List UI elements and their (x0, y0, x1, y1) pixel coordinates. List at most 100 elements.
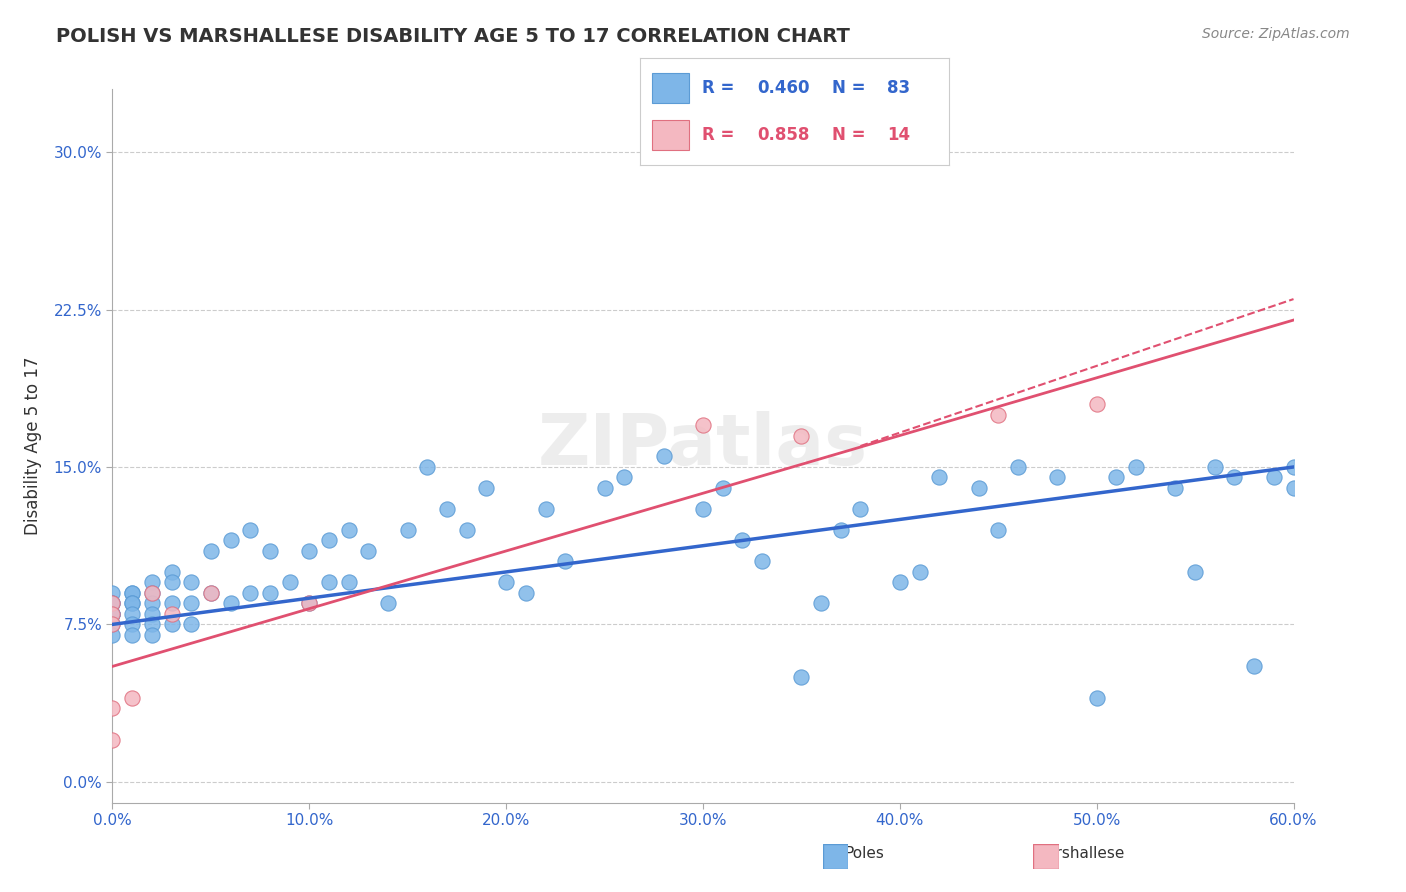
Point (337, 575, 360, 590)
Point (928, 470, 950, 484)
Point (1243, 659, 1265, 673)
Bar (652, 120, 689, 150)
Point (141, 586, 163, 600)
Point (692, 417, 714, 432)
Point (318, 533, 340, 548)
Point (731, 533, 754, 548)
Text: Marshallese: Marshallese (1033, 846, 1125, 861)
Point (1282, 460, 1305, 475)
Point (160, 575, 183, 590)
Point (278, 575, 301, 590)
Point (475, 481, 498, 495)
Point (987, 523, 1010, 537)
Point (121, 586, 143, 600)
Text: 0.858: 0.858 (758, 126, 810, 144)
Point (534, 502, 557, 516)
Point (692, 502, 714, 516)
Point (101, 607, 124, 621)
Point (456, 523, 478, 537)
Point (515, 586, 537, 600)
Point (141, 607, 163, 621)
Point (908, 565, 931, 579)
Point (141, 575, 163, 590)
Point (318, 575, 340, 590)
Point (613, 470, 636, 484)
Y-axis label: Disability Age 5 to 17: Disability Age 5 to 17 (24, 357, 42, 535)
Point (101, 596, 124, 610)
Point (200, 544, 222, 558)
Bar (652, 73, 689, 103)
Point (101, 732, 124, 747)
Point (200, 586, 222, 600)
Point (160, 607, 183, 621)
Point (219, 596, 242, 610)
Point (121, 690, 143, 705)
Point (141, 628, 163, 642)
Point (1282, 481, 1305, 495)
Point (416, 460, 439, 475)
Point (101, 596, 124, 610)
Point (1184, 565, 1206, 579)
Point (101, 607, 124, 621)
Point (1164, 481, 1187, 495)
Point (1263, 470, 1285, 484)
Text: N =: N = (831, 79, 870, 97)
Point (180, 617, 202, 632)
Text: R =: R = (702, 79, 740, 97)
Point (121, 617, 143, 632)
Point (101, 596, 124, 610)
Point (180, 575, 202, 590)
Point (396, 523, 419, 537)
Text: POLISH VS MARSHALLESE DISABILITY AGE 5 TO 17 CORRELATION CHART: POLISH VS MARSHALLESE DISABILITY AGE 5 T… (56, 27, 851, 45)
Point (889, 575, 911, 590)
Point (259, 544, 281, 558)
Point (298, 596, 321, 610)
Point (239, 586, 262, 600)
Point (160, 617, 183, 632)
Point (121, 586, 143, 600)
Point (141, 586, 163, 600)
Point (101, 617, 124, 632)
Text: R =: R = (702, 126, 740, 144)
Point (1105, 470, 1128, 484)
Point (987, 408, 1010, 422)
Point (219, 533, 242, 548)
Point (790, 428, 813, 442)
Point (160, 565, 183, 579)
Point (141, 617, 163, 632)
Point (121, 607, 143, 621)
Point (1046, 470, 1069, 484)
Point (830, 523, 852, 537)
Point (101, 607, 124, 621)
Point (121, 596, 143, 610)
Point (357, 544, 380, 558)
Point (141, 596, 163, 610)
Point (298, 544, 321, 558)
Text: 0.460: 0.460 (758, 79, 810, 97)
Point (711, 481, 734, 495)
Point (436, 502, 458, 516)
Point (849, 502, 872, 516)
Point (160, 596, 183, 610)
Text: 14: 14 (887, 126, 910, 144)
Point (495, 575, 517, 590)
Point (790, 670, 813, 684)
Text: N =: N = (831, 126, 870, 144)
Point (751, 554, 773, 568)
Point (101, 607, 124, 621)
Point (259, 586, 281, 600)
Point (554, 554, 576, 568)
Point (101, 617, 124, 632)
Point (652, 450, 675, 464)
Point (337, 523, 360, 537)
Point (101, 628, 124, 642)
Point (1125, 460, 1147, 475)
Point (967, 481, 990, 495)
Point (298, 596, 321, 610)
Point (121, 628, 143, 642)
Point (180, 596, 202, 610)
Point (239, 523, 262, 537)
Point (1085, 397, 1108, 411)
Text: Poles: Poles (845, 846, 884, 861)
Text: Source: ZipAtlas.com: Source: ZipAtlas.com (1202, 27, 1350, 41)
